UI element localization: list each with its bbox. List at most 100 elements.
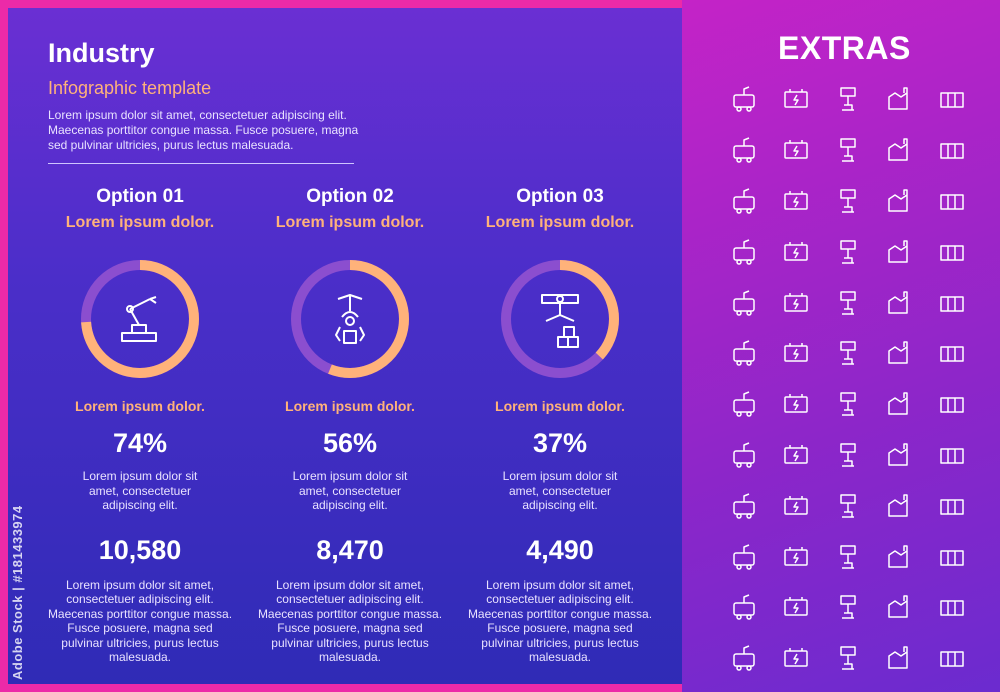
extras-cell (874, 125, 926, 176)
extras-cell (718, 633, 770, 684)
extras-cell (718, 531, 770, 582)
extras-cell (822, 125, 874, 176)
divider (48, 163, 354, 164)
forklift-icon (784, 343, 808, 363)
extras-cell (926, 226, 978, 277)
watermark-text: Adobe Stock | #181433974 (10, 505, 25, 680)
loading-crane-icon (888, 341, 908, 365)
extras-cell (874, 633, 926, 684)
option-subtitle: Lorem ipsum dolor. (65, 214, 215, 231)
tower-icon (940, 448, 964, 464)
crane-robot-icon (335, 294, 365, 344)
extras-title: EXTRAS (778, 30, 911, 66)
shovel-icon (888, 494, 908, 517)
extras-cell (822, 531, 874, 582)
cement-truck-icon (784, 394, 808, 413)
extras-cell (874, 328, 926, 379)
extras-cell (770, 125, 822, 176)
extras-cell (822, 480, 874, 531)
extras-cell (822, 176, 874, 227)
wheel-icon (840, 595, 856, 620)
gold-bars-icon (840, 544, 856, 569)
intro-text: Lorem ipsum dolor sit amet, consectetuer… (48, 108, 359, 152)
option-long-text: Lorem ipsum dolor sit amet, consectetuer… (47, 577, 233, 665)
globe-icon (733, 289, 755, 316)
extras-cell (822, 582, 874, 633)
tank-icon (840, 138, 856, 162)
option-label: Lorem ipsum dolor. (75, 398, 205, 414)
extras-cell (926, 74, 978, 125)
page-subtitle: Infographic template (48, 78, 212, 98)
extras-cell (770, 480, 822, 531)
mining-tools-icon (733, 493, 755, 519)
extras-cell (770, 379, 822, 430)
extras-cell (926, 379, 978, 430)
package-icon (940, 143, 964, 159)
power-plant-icon (733, 239, 755, 265)
ore-pile-icon (784, 495, 808, 515)
option-short-text: Lorem ipsum dolor sit amet, consectetuer… (502, 469, 618, 512)
extras-cell (926, 531, 978, 582)
extras-cell (926, 480, 978, 531)
option-title: Option 01 (96, 186, 184, 207)
extras-cell (926, 328, 978, 379)
ring-fill (501, 260, 619, 378)
power-line-icon (784, 241, 808, 261)
factory-icon (888, 87, 908, 111)
extras-cell (822, 379, 874, 430)
assembly-machine-icon (840, 87, 856, 112)
extras-cell (822, 430, 874, 481)
extras-cell (874, 531, 926, 582)
option-long-text: Lorem ipsum dolor sit amet, consectetuer… (257, 577, 443, 665)
extras-cell (770, 226, 822, 277)
grinder-icon (784, 546, 808, 566)
extras-cell (770, 531, 822, 582)
gears-icon (733, 594, 755, 621)
extras-cell (770, 176, 822, 227)
progress-ring (285, 254, 415, 384)
robot-arm-icon (121, 296, 157, 342)
extras-cell (822, 633, 874, 684)
option-percent: 56% (322, 428, 378, 458)
option-card-3: Option 03 Lorem ipsum dolor. Lorem ipsum… (465, 186, 655, 665)
barge-icon (840, 443, 856, 467)
option-subtitle: Lorem ipsum dolor. (485, 214, 635, 231)
extras-cell (770, 582, 822, 633)
signal-icon (940, 549, 964, 566)
extras-cell (874, 379, 926, 430)
drone-icon (888, 443, 908, 466)
extras-cell (718, 582, 770, 633)
stairs-blocks-icon (784, 190, 808, 210)
gantry-robot-icon (541, 294, 579, 348)
option-percent: 74% (112, 428, 168, 458)
ufo-beam-icon (840, 646, 856, 670)
ring-fill (81, 260, 199, 378)
scooter-icon (940, 346, 964, 363)
extras-cell (874, 582, 926, 633)
extras-cell (926, 277, 978, 328)
digging-shovel-icon (940, 651, 964, 667)
page-title: Industry (48, 38, 155, 68)
extras-cell (718, 277, 770, 328)
bulldozer-icon (733, 645, 755, 671)
option-long-text: Lorem ipsum dolor sit amet, consectetuer… (467, 577, 653, 665)
option-subtitle: Lorem ipsum dolor. (275, 214, 425, 231)
extras-cell (926, 633, 978, 684)
battery-icon (784, 89, 808, 109)
extras-cell (822, 226, 874, 277)
extras-cell (718, 74, 770, 125)
press-machine-icon (840, 189, 856, 213)
robot-vehicle-icon (733, 86, 755, 113)
extras-cell (770, 328, 822, 379)
option-number: 10,580 (98, 534, 182, 565)
option-title: Option 02 (306, 186, 394, 207)
extras-cell (874, 480, 926, 531)
train-car-icon (940, 397, 964, 413)
extras-cell (770, 74, 822, 125)
tanker-truck-icon (840, 392, 856, 416)
option-label: Lorem ipsum dolor. (285, 398, 415, 414)
extras-cell (718, 125, 770, 176)
mountain-pickaxe-icon (784, 648, 808, 667)
option-short-text: Lorem ipsum dolor sit amet, consectetuer… (82, 469, 198, 512)
